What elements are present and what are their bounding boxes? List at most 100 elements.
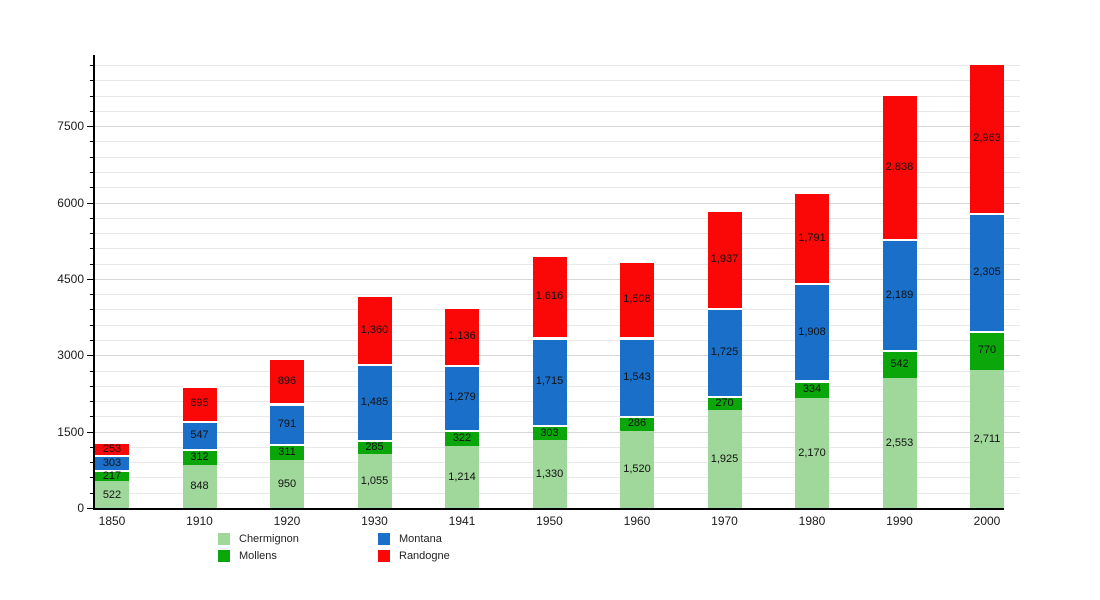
- x-axis-line: [93, 508, 1004, 510]
- bar-segment-montana-1950: [532, 337, 567, 425]
- y-minor-tick: [90, 263, 93, 265]
- y-minor-tick: [90, 370, 93, 372]
- bar-segment-montana-1941: [445, 364, 479, 430]
- legend-item-chermignon: Chermignon: [218, 530, 299, 547]
- y-minor-tick: [90, 110, 93, 112]
- y-axis-tick-label: 3000: [57, 348, 84, 363]
- minor-gridline: [94, 171, 1020, 173]
- minor-gridline: [94, 95, 1020, 97]
- legend-swatch-montana: [378, 532, 390, 545]
- bar-segment-randogne-1910: [182, 385, 217, 422]
- bar-segment-chermignon-1960: [620, 430, 654, 508]
- bar-segment-randogne-1920: [270, 357, 304, 404]
- bar-segment-randogne-1930: [357, 294, 392, 365]
- bar-segment-chermignon-1930: [357, 454, 392, 508]
- bar-segment-montana-1970: [707, 308, 742, 397]
- bar-segment-chermignon-1910: [182, 464, 217, 508]
- bar-segment-mollens-1970: [707, 396, 742, 410]
- legend-label-mollens: Mollens: [239, 549, 277, 562]
- y-major-tick: [87, 126, 93, 128]
- y-axis-tick-label: 1500: [57, 424, 84, 439]
- legend-item-randogne: Randogne: [378, 547, 450, 564]
- x-axis-tick-label-1980: 1980: [798, 514, 826, 528]
- bar-segment-randogne-1980: [795, 192, 829, 284]
- bar-segment-randogne-1850: [95, 442, 129, 455]
- y-major-tick: [87, 355, 93, 357]
- y-minor-tick: [90, 217, 93, 219]
- legend-label-randogne: Randogne: [399, 549, 450, 562]
- bar-segment-mollens-1920: [270, 443, 304, 460]
- bar-segment-chermignon-2000: [970, 370, 1004, 508]
- bar-segment-montana-1920: [270, 403, 304, 444]
- y-minor-tick: [90, 340, 93, 341]
- bar-segment-randogne-1960: [620, 260, 654, 338]
- minor-gridline: [94, 80, 1020, 82]
- minor-gridline: [94, 248, 1020, 250]
- y-minor-tick: [90, 401, 93, 403]
- x-axis-tick-label-2000: 2000: [973, 514, 1001, 528]
- minor-gridline: [94, 65, 1020, 66]
- y-major-tick: [87, 508, 93, 509]
- legend-item-montana: Montana: [378, 530, 450, 547]
- x-axis-tick-label-1850: 1850: [98, 514, 126, 528]
- y-minor-tick: [90, 171, 93, 173]
- bar-segment-montana-2000: [970, 213, 1004, 331]
- y-minor-tick: [90, 95, 93, 97]
- bar-segment-mollens-1950: [532, 424, 567, 441]
- y-minor-tick: [90, 385, 93, 387]
- minor-gridline: [94, 156, 1020, 158]
- bar-segment-mollens-1941: [445, 429, 479, 447]
- y-axis-tick-label: 6000: [57, 195, 84, 210]
- x-axis-tick-label-1920: 1920: [273, 514, 301, 528]
- bar-segment-randogne-1941: [445, 306, 479, 365]
- y-minor-tick: [90, 248, 93, 250]
- y-minor-tick: [90, 80, 93, 82]
- y-minor-tick: [90, 477, 93, 479]
- y-minor-tick: [90, 233, 93, 234]
- bar-segment-mollens-2000: [970, 330, 1004, 370]
- minor-gridline: [94, 217, 1020, 219]
- y-axis-tick-label: 0: [77, 501, 84, 515]
- bar-segment-chermignon-1990: [882, 378, 917, 508]
- bar-segment-randogne-2000: [970, 62, 1004, 214]
- y-axis-tick-label: 7500: [57, 119, 84, 134]
- legend-item-mollens: Mollens: [218, 547, 299, 564]
- x-axis-tick-label-1930: 1930: [361, 514, 388, 528]
- minor-gridline: [94, 233, 1020, 234]
- bar-segment-montana-1990: [882, 238, 917, 351]
- y-major-tick: [87, 278, 93, 280]
- bar-segment-montana-1910: [182, 421, 217, 449]
- x-axis-tick-label-1941: 1941: [448, 514, 476, 528]
- y-major-tick: [87, 431, 93, 433]
- y-minor-tick: [90, 65, 93, 66]
- bar-segment-randogne-1990: [882, 94, 917, 239]
- bar-segment-chermignon-1941: [445, 446, 479, 508]
- bar-segment-chermignon-1920: [270, 459, 304, 508]
- y-minor-tick: [90, 156, 93, 158]
- bar-segment-mollens-1960: [620, 416, 654, 431]
- x-axis-tick-label-1990: 1990: [886, 514, 913, 528]
- bar-segment-mollens-1980: [795, 380, 829, 398]
- legend-label-chermignon: Chermignon: [239, 532, 299, 545]
- x-axis-tick-label-1910: 1910: [186, 514, 213, 528]
- bar-segment-montana-1930: [357, 364, 392, 440]
- bar-segment-montana-1960: [620, 337, 654, 417]
- legend-swatch-mollens: [218, 549, 230, 562]
- y-axis-line: [93, 55, 95, 510]
- bar-segment-randogne-1970: [707, 209, 742, 309]
- y-minor-tick: [90, 462, 93, 464]
- legend-label-montana: Montana: [399, 532, 442, 545]
- x-axis-tick-label-1970: 1970: [711, 514, 738, 528]
- y-minor-tick: [90, 309, 93, 311]
- bar-segment-chermignon-1950: [532, 440, 567, 508]
- minor-gridline: [94, 187, 1020, 189]
- y-minor-tick: [90, 416, 93, 418]
- bar-segment-chermignon-1970: [707, 410, 742, 508]
- bar-segment-mollens-1850: [95, 470, 129, 482]
- y-minor-tick: [90, 446, 93, 448]
- bar-segment-chermignon-1850: [95, 481, 129, 508]
- legend-swatch-chermignon: [218, 532, 230, 545]
- legend-column-1: Chermignon Mollens: [218, 530, 299, 564]
- y-minor-tick: [90, 492, 93, 494]
